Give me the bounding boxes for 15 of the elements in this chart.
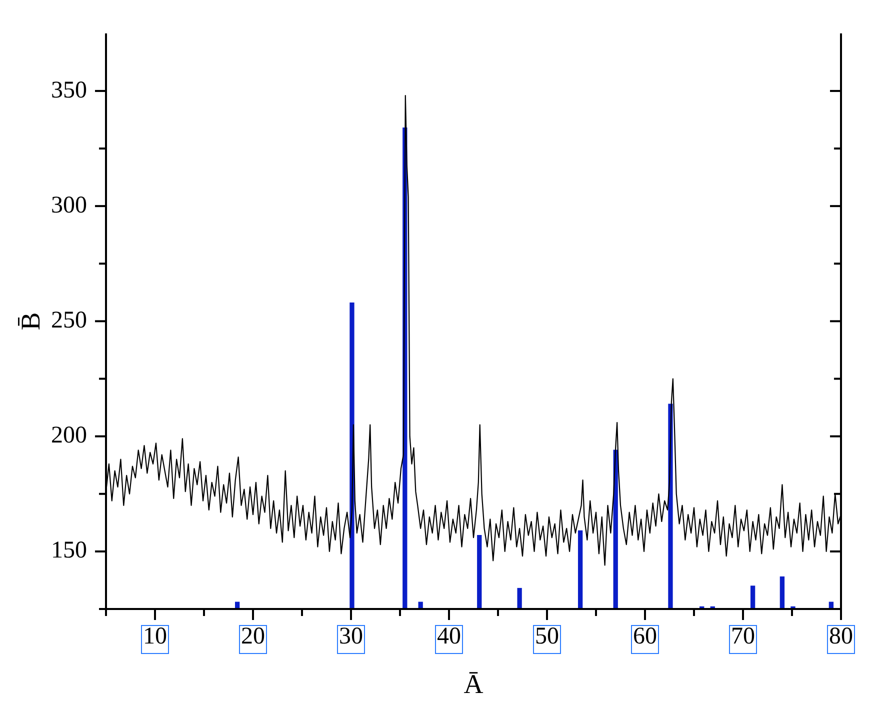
y-tick-label: 200 bbox=[51, 422, 87, 449]
x-tick-label: 60 bbox=[633, 624, 657, 650]
x-tick-label: 20 bbox=[241, 624, 265, 650]
x-tick-label: 10 bbox=[143, 624, 167, 650]
y-tick-label: 250 bbox=[51, 307, 87, 334]
y-tick-label: 350 bbox=[51, 77, 87, 104]
x-tick-label: 30 bbox=[339, 624, 363, 650]
y-tick-label: 150 bbox=[51, 538, 87, 564]
x-tick-label: 70 bbox=[731, 624, 755, 650]
y-tick-label: 300 bbox=[51, 192, 87, 218]
x-tick-label: 40 bbox=[437, 624, 461, 650]
x-tick-label: 80 bbox=[829, 624, 853, 650]
x-tick-label: 50 bbox=[535, 624, 559, 650]
x-axis-title: Ā bbox=[464, 668, 484, 699]
y-axis-title: B̄ bbox=[15, 312, 46, 330]
